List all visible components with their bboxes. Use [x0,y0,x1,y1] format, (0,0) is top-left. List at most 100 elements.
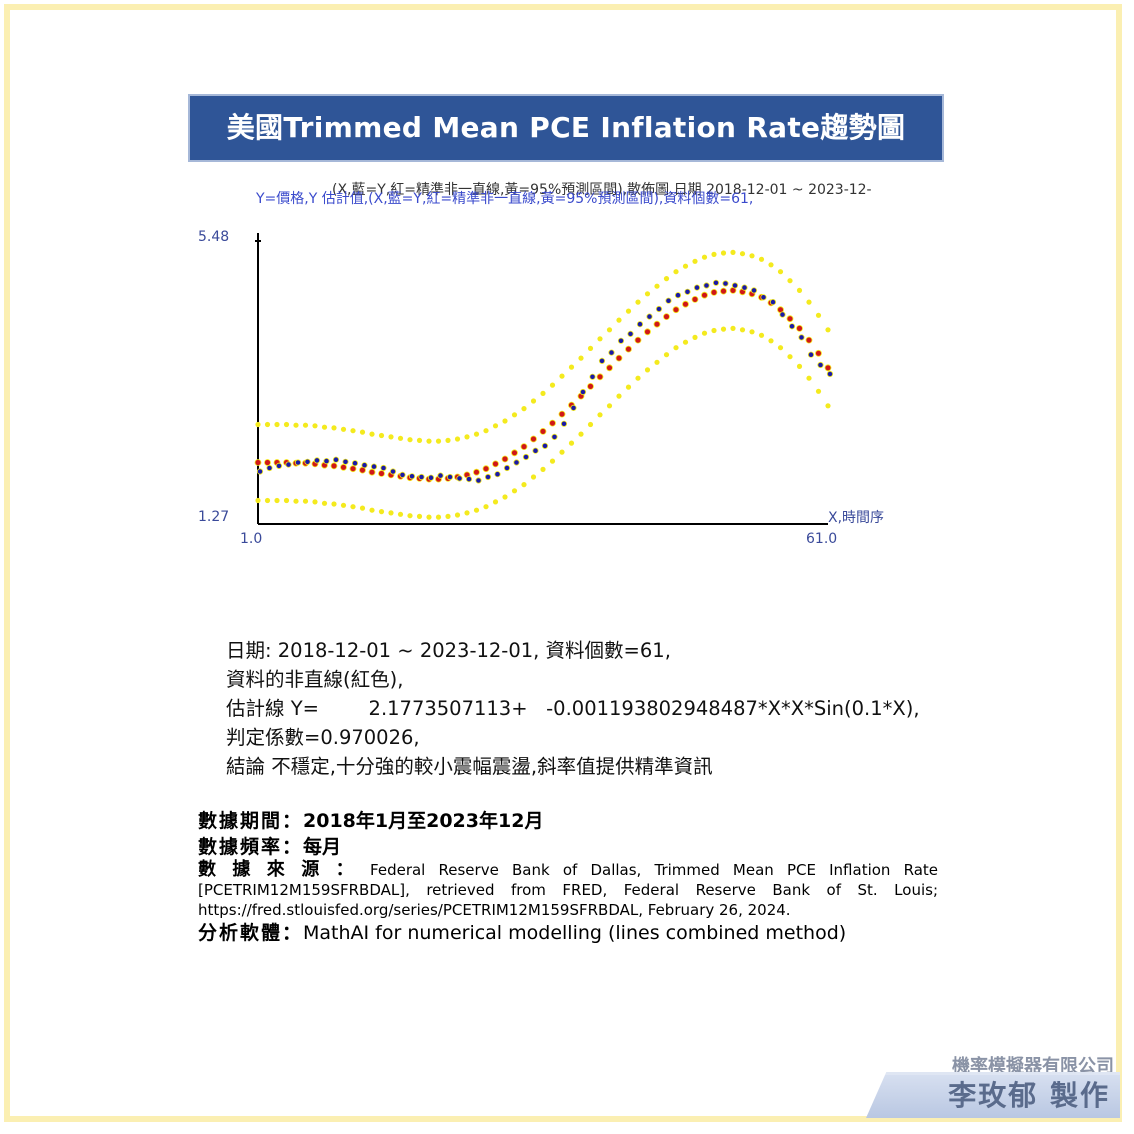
fit-points [254,287,832,483]
ci-upper-point [407,437,413,443]
x-tick-left: 1.0 [240,531,262,547]
fit-point [492,460,499,468]
actual-point [275,462,283,469]
ci-upper-point [673,269,679,275]
fit-point [501,455,509,463]
actual-point [513,459,520,466]
ci-lower-point [359,505,366,511]
ci-upper-point [787,278,793,284]
data-info: 數據期間：2018年1月至2023年12月 數據頻率：每月 數據來源：Feder… [198,808,938,946]
actual-point [465,475,473,483]
period-label: 數據期間： [198,810,304,832]
fit-point [786,315,794,323]
actual-point [484,473,492,481]
actual-point [703,282,710,289]
ci-upper-point [369,431,375,437]
fit-point [539,427,547,435]
actual-point [304,458,311,465]
ci-upper-point [682,263,689,269]
ci-upper-point [378,432,385,439]
data-period: 數據期間：2018年1月至2023年12月 [198,808,938,834]
ci-upper-point [530,398,537,404]
actual-point [361,462,368,469]
actual-point [437,472,444,479]
ci-lower-point [730,325,736,331]
ci-upper-point [644,291,651,297]
ci-lower-point [388,510,394,516]
ci-upper-point [616,317,622,323]
ci-lower-point [293,498,299,504]
fit-point [473,468,480,476]
actual-point [608,349,615,356]
ci-lower-point [606,403,613,409]
ci-lower-point [464,510,470,516]
ci-lower-point [483,504,489,510]
actual-point [351,460,359,467]
ci-lower-point [511,488,518,494]
ci-upper-point [597,336,603,342]
ci-upper-point [502,418,508,424]
ci-upper-point [815,312,822,318]
ci-lower-point [673,345,679,351]
actual-point [655,305,663,313]
actual-point [532,447,539,454]
fit-point [824,364,832,372]
ci-upper-point [331,425,337,431]
company-name: 機率模擬器有限公司 [952,1056,1114,1077]
ci-upper-point [549,382,556,388]
actual-point [256,468,264,475]
ci-lower-point [625,384,632,390]
actual-point [674,292,682,299]
ci-lower-point [701,330,708,336]
ci-upper-point [739,251,746,257]
actual-point [380,464,387,472]
actual-point [722,280,729,287]
fit-point [530,435,537,443]
ci-lower-point [635,375,641,381]
maker-badge: 李玫郁 製作 [866,1072,1120,1118]
ci-lower-point [815,388,822,394]
actual-point [570,404,577,411]
ci-lower-point [530,474,537,480]
fit-point [349,465,357,473]
actual-point [750,287,758,294]
ci-lower-point [369,507,375,513]
actual-point [826,370,834,378]
actual-point [446,473,454,481]
actual-point [522,453,530,461]
ci-lower-point [587,421,594,428]
ci-lower-point [682,339,689,345]
ci-upper-point [654,283,660,289]
ci-lower-point [445,513,451,519]
ci-upper-point [350,428,356,434]
actual-point [807,351,815,358]
fit-point [663,313,670,321]
actual-point [332,456,340,463]
chart-header-line2: Y=價格,Y 估計值,(X,藍=Y,紅=精準非一直線,黃=95%預測區間),資料… [255,190,753,207]
analysis-software: 分析軟體：MathAI for numerical modelling (lin… [198,920,938,946]
fit-point [511,449,518,457]
fit-point [368,468,376,476]
ci-lower-point [283,497,290,504]
actual-point [370,463,378,470]
ci-upper-point [578,355,584,361]
ci-upper-point [302,422,309,428]
ci-upper-point [701,254,708,260]
ci-lower-point [787,354,793,360]
actual-point [636,321,644,328]
fit-point [634,336,642,344]
actual-point [503,464,511,472]
ci-lower-point [777,345,784,351]
ci-upper-point [359,429,366,435]
period-value: 2018年1月至2023年12月 [303,810,544,832]
ci-lower-point [416,513,423,519]
ci-lower-point [312,499,318,505]
ci-upper-point [521,406,527,412]
ci-upper-point [730,249,736,255]
ci-upper-point [426,438,432,444]
fit-point [558,410,566,418]
actual-point [598,357,606,364]
page-border [4,4,1122,1122]
fit-point [682,300,689,308]
ci-upper-point [492,423,499,429]
